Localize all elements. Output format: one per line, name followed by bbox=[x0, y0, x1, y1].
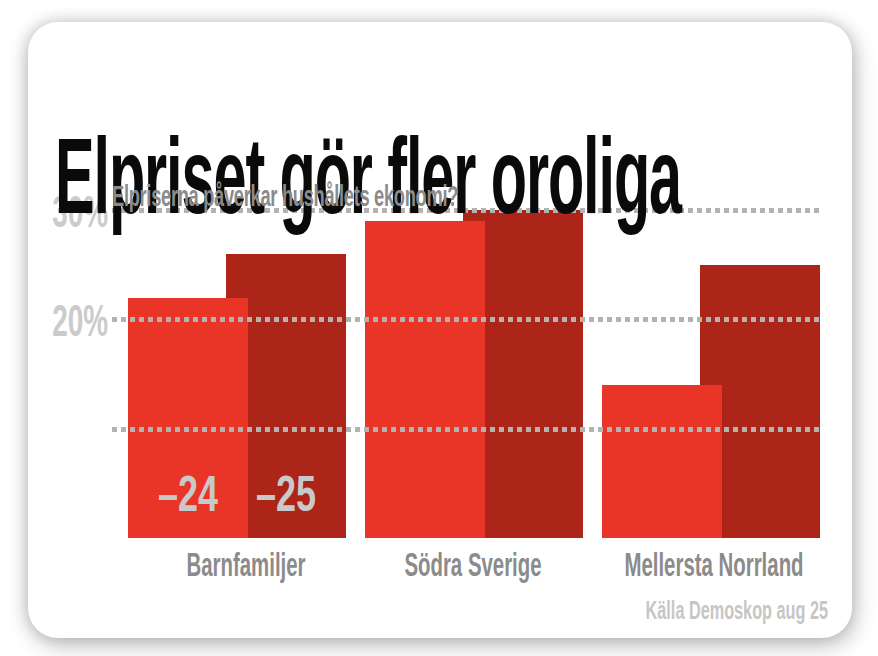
gridline-10pct bbox=[112, 427, 820, 432]
canvas: Barnfamiljer Södra Sverige Mellersta Norrl… bbox=[0, 0, 878, 656]
chart-plot-area: Barnfamiljer Södra Sverige Mellersta Norrl… bbox=[0, 0, 878, 656]
x-axis-label-barnfamiljer: Barnfamiljer bbox=[156, 547, 336, 581]
x-axis-label-mellersta-norrland: Mellersta Norrland bbox=[624, 547, 804, 581]
source-credit: Källa Demoskop aug 25 bbox=[633, 598, 828, 623]
y-axis-label-20: 20% bbox=[52, 298, 108, 343]
chart-title: Elpriset gör fler oroliga bbox=[55, 122, 681, 230]
x-axis-label-södra-sverige: Södra Sverige bbox=[383, 547, 563, 581]
bar-label-25: –25 bbox=[214, 469, 358, 519]
chart-subtitle: Elpriserna påverkar hushållets ekonomi? bbox=[112, 181, 458, 211]
gridline-20pct bbox=[112, 317, 820, 322]
bar-24-södra-sverige bbox=[365, 221, 485, 538]
bar-24-mellersta-norrland bbox=[602, 385, 722, 538]
